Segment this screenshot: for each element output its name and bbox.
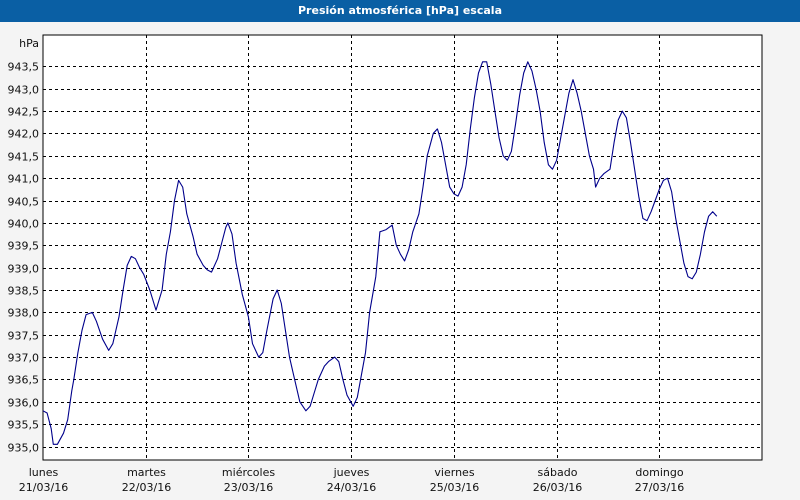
y-tick-label: 937,5 [8,330,40,343]
y-tick-label: 939,5 [8,240,40,253]
series-group [42,61,718,445]
series-line-0 [42,61,718,445]
y-tick-label: 936,5 [8,374,40,387]
plot-area [42,34,763,461]
y-tick-label: 941,0 [8,173,40,186]
y-tick-label: 943,0 [8,84,40,97]
y-axis-unit-label: hPa [19,37,39,50]
x-tick-date-label: 23/03/16 [224,481,273,494]
x-tick-date-label: 26/03/16 [533,481,582,494]
pressure-chart: hPa 935,0 935,5 936,0 936,5 937,0 937,5 938,0 9… [8,34,763,494]
x-tick-date-label: 22/03/16 [122,481,171,494]
y-tick-label: 938,0 [8,307,40,320]
y-tick-label: 935,0 [8,442,40,455]
y-tick-label: 937,0 [8,352,40,365]
y-tick-label: 941,5 [8,151,40,164]
x-tick-day-label: sábado [538,466,578,479]
y-tick-label: 939,0 [8,263,40,276]
y-tick-label: 942,0 [8,128,40,141]
y-tick-label: 940,5 [8,196,40,209]
x-tick-day-label: martes [127,466,166,479]
x-axis: lunes 21/03/16 martes 22/03/16 miércoles 23/0… [19,466,684,494]
y-tick-label: 938,5 [8,285,40,298]
x-tick-day-label: viernes [434,466,474,479]
y-tick-label: 943,5 [8,61,40,74]
x-tick-day-label: miércoles [222,466,275,479]
x-tick-day-label: jueves [333,466,370,479]
x-tick-day-label: lunes [29,466,59,479]
y-tick-label: 942,5 [8,106,40,119]
x-tick-date-label: 24/03/16 [327,481,376,494]
x-tick-day-label: domingo [635,466,683,479]
x-tick-date-label: 25/03/16 [430,481,479,494]
x-tick-date-label: 21/03/16 [19,481,68,494]
x-tick-date-label: 27/03/16 [635,481,684,494]
y-tick-label: 940,0 [8,218,40,231]
y-tick-label: 936,0 [8,397,40,410]
grid-lines [43,35,762,460]
y-axis: hPa 935,0 935,5 936,0 936,5 937,0 937,5 938,0 9… [8,37,40,455]
chart-title: Presión atmosférica [hPa] escala [0,0,800,22]
y-tick-label: 935,5 [8,419,40,432]
